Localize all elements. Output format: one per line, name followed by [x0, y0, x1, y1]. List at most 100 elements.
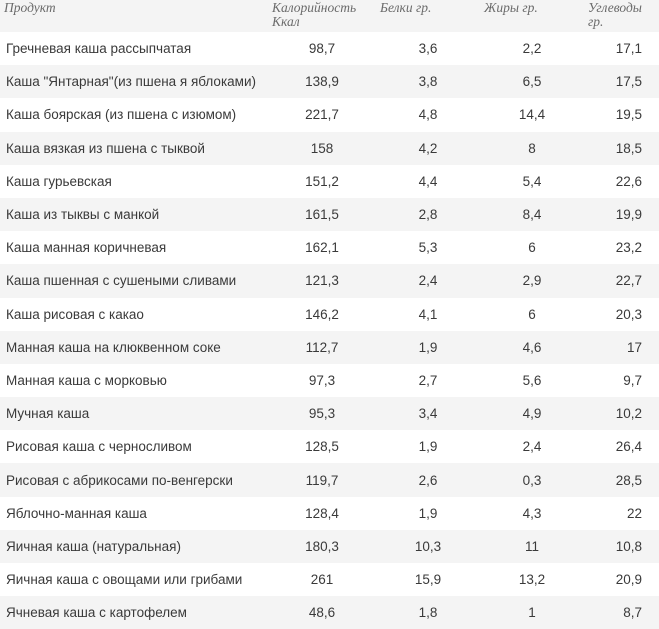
cell-product: Рисовая каша с черносливом [6, 439, 192, 455]
cell-calories: 48,6 [308, 605, 336, 621]
cell-protein: 4,4 [418, 173, 438, 189]
cell-fat: 2,2 [522, 41, 542, 57]
cell-protein: 4,1 [418, 306, 438, 322]
cell-product: Ячневая каша с картофелем [6, 605, 187, 621]
cell-product: Каша манная коричневая [6, 240, 167, 256]
cell-fat: 14,4 [518, 107, 546, 123]
cell-fat: 4,6 [522, 339, 542, 355]
cell-fat: 5,4 [522, 173, 542, 189]
cell-calories: 261 [310, 572, 334, 588]
table-row: Каша "Янтарная"(из пшена я яблоками) 138,… [0, 65, 659, 99]
header-protein: Белки гр. [380, 0, 432, 15]
cell-carbs: 8,7 [623, 605, 642, 621]
cell-protein: 3,6 [418, 41, 438, 57]
cell-calories: 138,9 [305, 74, 339, 90]
cell-fat: 6,5 [522, 74, 542, 90]
cell-product: Яичная каша с овощами или грибами [6, 572, 243, 588]
cell-calories: 121,3 [305, 273, 339, 289]
table-row: Гречневая каша рассыпчатая 98,7 3,6 2,2 17,1 [0, 32, 659, 66]
table-row: Манная каша с морковью 97,3 2,7 5,6 9,7 [0, 363, 659, 398]
cell-product: Каша из тыквы с манкой [6, 207, 160, 223]
cell-fat: 4,3 [522, 505, 542, 521]
cell-fat: 8,4 [522, 207, 542, 223]
cell-product: Каша пшенная с сушеными сливами [6, 273, 237, 289]
cell-carbs: 28,5 [615, 472, 642, 488]
cell-protein: 2,8 [418, 207, 438, 223]
cell-calories: 151,2 [305, 173, 339, 189]
cell-product: Каша гурьевская [6, 173, 112, 189]
cell-calories: 98,7 [308, 41, 336, 57]
cell-fat: 0,3 [522, 472, 542, 488]
cell-calories: 146,2 [305, 306, 339, 322]
cell-product: Каша "Янтарная"(из пшена я яблоками) [6, 74, 256, 90]
cell-carbs: 22,7 [615, 273, 642, 289]
table-row: Каша пшенная с сушеными сливами 121,3 2,4 2… [0, 264, 659, 298]
table-row: Рисовая каша с черносливом 128,5 1,9 2,4 26,… [0, 430, 659, 464]
cell-calories: 128,5 [305, 439, 339, 455]
cell-carbs: 17 [626, 339, 642, 355]
cell-fat: 5,6 [522, 372, 542, 388]
cell-protein: 5,3 [418, 240, 438, 256]
cell-calories: 119,7 [305, 472, 339, 488]
table-row: Яичная каша с овощами или грибами 261 15,9… [0, 563, 659, 597]
cell-carbs: 19,9 [615, 207, 642, 223]
cell-fat: 11 [524, 538, 539, 554]
cell-carbs: 23,2 [615, 240, 642, 256]
table-body: Гречневая каша рассыпчатая 98,7 3,6 2,2 17,1… [0, 32, 659, 629]
table-row: Каша гурьевская 151,2 4,4 5,4 22,6 [0, 164, 659, 198]
cell-product: Каша вязкая из пшена с тыквой [6, 140, 205, 156]
cell-carbs: 22 [626, 505, 642, 521]
cell-product: Яичная каша (натуральная) [6, 538, 181, 554]
table-row: Яичная каша (натуральная) 180,3 10,3 11 10,8 [0, 529, 659, 563]
cell-protein: 3,8 [418, 74, 438, 90]
cell-product: Манная каша с морковью [6, 372, 167, 388]
cell-fat: 8 [528, 140, 536, 156]
table-row: Каша манная коричневая 162,1 5,3 6 23,2 [0, 231, 659, 265]
cell-calories: 158 [310, 140, 334, 156]
cell-carbs: 19,5 [615, 107, 642, 123]
cell-carbs: 9,7 [623, 372, 642, 388]
cell-protein: 2,7 [418, 372, 438, 388]
cell-carbs: 17,1 [615, 41, 642, 57]
header-calories: Калорийность Ккал [272, 0, 357, 29]
header-carbs: Углеводы гр. [588, 0, 642, 29]
table-row: Каша рисовая с какао 146,2 4,1 6 20,3 [0, 297, 659, 331]
cell-protein: 10,3 [414, 538, 442, 554]
cell-calories: 162,1 [305, 240, 339, 256]
cell-carbs: 18,5 [615, 140, 642, 156]
cell-fat: 13,2 [518, 572, 546, 588]
cell-carbs: 22,6 [615, 173, 642, 189]
cell-calories: 95,3 [308, 406, 336, 422]
table-row: Яблочно-манная каша 128,4 1,9 4,3 22 [0, 496, 659, 530]
cell-protein: 1,9 [418, 439, 438, 455]
cell-calories: 180,3 [305, 538, 339, 554]
cell-protein: 3,4 [418, 406, 438, 422]
cell-carbs: 20,3 [615, 306, 642, 322]
cell-fat: 6 [528, 306, 536, 322]
cell-protein: 2,6 [418, 472, 438, 488]
cell-calories: 97,3 [308, 372, 336, 388]
table-row: Каша из тыквы с манкой 161,5 2,8 8,4 19,9 [0, 197, 659, 232]
header-row: Продукт Калорийность Ккал Белки гр. Жиры… [0, 0, 659, 32]
cell-carbs: 17,5 [615, 74, 642, 90]
cell-protein: 1,9 [418, 339, 438, 355]
cell-protein: 4,8 [418, 107, 438, 123]
cell-product: Рисовая с абрикосами по-венгерски [6, 472, 233, 488]
table-header: Продукт Калорийность Ккал Белки гр. Жиры… [0, 0, 659, 32]
cell-protein: 1,9 [418, 505, 438, 521]
cell-fat: 2,9 [522, 273, 542, 289]
cell-carbs: 10,2 [615, 406, 642, 422]
table-row: Каша вязкая из пшена с тыквой 158 4,2 8 18,5 [0, 131, 659, 165]
cell-fat: 1 [528, 605, 536, 621]
cell-product: Яблочно-манная каша [6, 505, 147, 521]
cell-fat: 6 [528, 240, 536, 256]
cell-fat: 4,9 [522, 406, 542, 422]
cell-carbs: 20,9 [615, 572, 642, 588]
table-row: Каша боярская (из пшена с изюмом) 221,7 4,… [0, 98, 659, 132]
cell-protein: 4,2 [418, 140, 438, 156]
cell-product: Каша рисовая с какао [6, 306, 144, 322]
table-row: Ячневая каша с картофелем 48,6 1,8 1 8,7 [0, 596, 659, 629]
table-row: Мучная каша 95,3 3,4 4,9 10,2 [0, 397, 659, 431]
cell-carbs: 10,8 [615, 538, 642, 554]
